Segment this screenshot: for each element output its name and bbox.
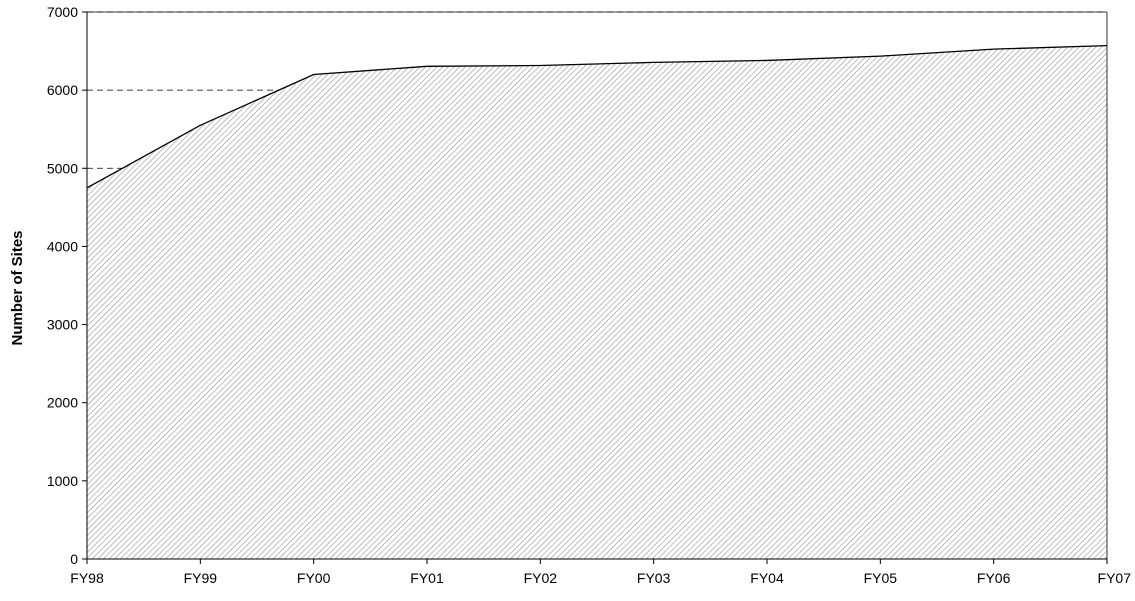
series-line (86, 44, 1108, 189)
x-tick-label-FY05: FY05 (864, 570, 898, 586)
x-tick-label-FY04: FY04 (750, 570, 784, 586)
y-tick-label-1000: 1000 (47, 473, 78, 489)
x-tick-label-FY06: FY06 (977, 570, 1011, 586)
x-tick-label-FY99: FY99 (184, 570, 218, 586)
y-tick-label-3000: 3000 (47, 317, 78, 333)
area-fill (87, 45, 1107, 559)
y-axis-title: Number of Sites (9, 230, 26, 345)
y-tick-label-2000: 2000 (47, 395, 78, 411)
y-tick-label-7000: 7000 (47, 4, 78, 20)
x-tick-label-FY02: FY02 (524, 570, 558, 586)
x-tick-label-FY07: FY07 (1098, 570, 1132, 586)
x-tick-labels: FY98 FY99 FY00 FY01 FY02 FY03 FY04 FY05 FY06 FY07 (70, 570, 1131, 586)
x-tick-label-FY01: FY01 (410, 570, 444, 586)
y-tick-label-6000: 6000 (47, 82, 78, 98)
y-tick-label-4000: 4000 (47, 238, 78, 254)
axes (82, 11, 1108, 564)
y-tick-label-5000: 5000 (47, 160, 78, 176)
x-tick-label-FY00: FY00 (297, 570, 331, 586)
x-tick-label-FY03: FY03 (637, 570, 671, 586)
y-tick-labels: 0 1000 2000 3000 4000 5000 6000 7000 (47, 4, 78, 567)
x-tick-label-FY98: FY98 (70, 570, 104, 586)
y-tick-label-0: 0 (70, 551, 78, 567)
